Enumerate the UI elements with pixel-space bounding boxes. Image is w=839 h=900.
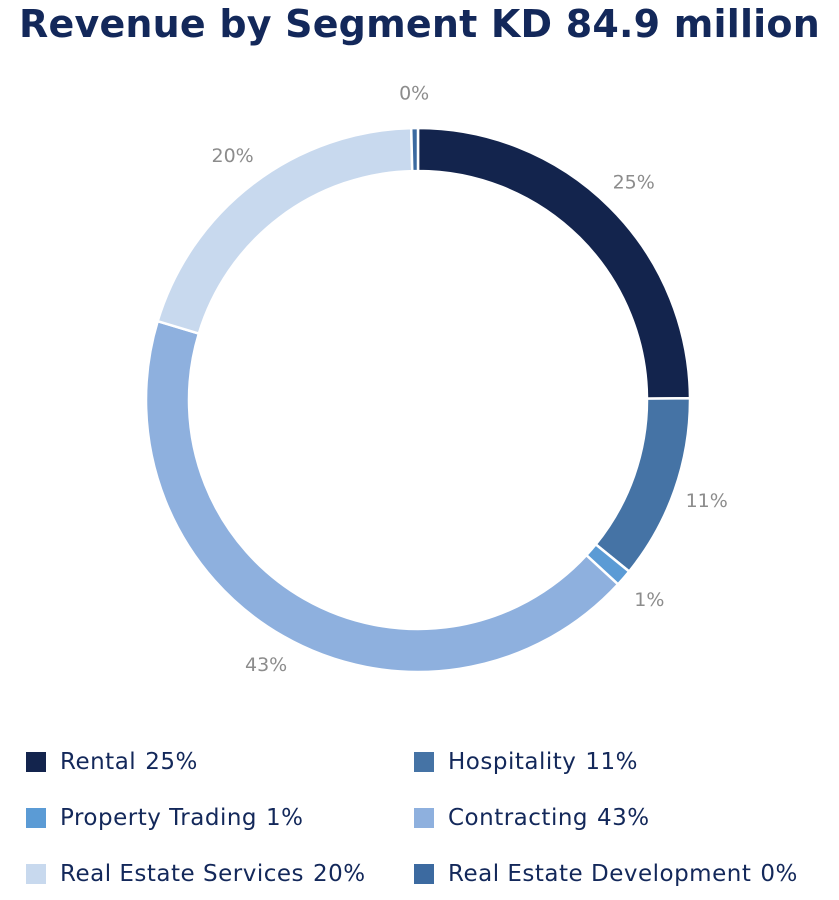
legend-label: Hospitality xyxy=(448,749,577,775)
legend-label: Rental xyxy=(60,749,137,775)
data-label-rental: 25% xyxy=(613,171,655,193)
data-label-property-trading: 1% xyxy=(634,589,664,611)
legend-label: Real Estate Services xyxy=(60,861,304,887)
legend-item-real-estate-services: Real Estate Services 20% xyxy=(26,860,414,888)
slice-real-estate-services xyxy=(156,126,414,336)
legend-value: 1% xyxy=(266,805,304,831)
legend-value: 20% xyxy=(313,861,366,887)
legend-item-contracting: Contracting 43% xyxy=(414,804,814,832)
legend-item-rental: Rental 25% xyxy=(26,748,414,776)
chart-title: Revenue by Segment KD 84.9 million xyxy=(19,2,820,46)
legend-label: Property Trading xyxy=(60,805,258,831)
donut-chart: 25% 11% 1% 43% 20% 0% xyxy=(144,83,728,677)
slice-rental xyxy=(416,126,692,400)
legend-value: 11% xyxy=(585,749,638,775)
slice-hospitality xyxy=(593,397,692,574)
slice-real-estate-development xyxy=(409,126,420,173)
legend-label: Contracting xyxy=(448,805,589,831)
data-labels: 25% 11% 1% 43% 20% 0% xyxy=(211,83,727,677)
legend-value: 25% xyxy=(145,749,198,775)
legend-swatch xyxy=(26,808,46,828)
data-label-real-estate-development: 0% xyxy=(399,83,429,105)
legend-swatch xyxy=(414,864,434,884)
legend-swatch xyxy=(414,752,434,772)
data-label-contracting: 43% xyxy=(245,654,287,676)
legend-swatch xyxy=(26,864,46,884)
legend-value: 43% xyxy=(597,805,650,831)
legend-item-real-estate-development: Real Estate Development 0% xyxy=(414,860,814,888)
donut-slices xyxy=(144,126,692,674)
legend-item-property-trading: Property Trading 1% xyxy=(26,804,414,832)
data-label-hospitality: 11% xyxy=(686,490,728,512)
slice-contracting xyxy=(144,319,620,674)
legend-swatch xyxy=(26,752,46,772)
legend-item-hospitality: Hospitality 11% xyxy=(414,748,814,776)
legend-label: Real Estate Development xyxy=(448,861,752,887)
data-label-real-estate-services: 20% xyxy=(211,145,253,167)
legend: Rental 25% Hospitality 11% Property Trad… xyxy=(26,748,826,888)
legend-value: 0% xyxy=(760,861,798,887)
legend-swatch xyxy=(414,808,434,828)
